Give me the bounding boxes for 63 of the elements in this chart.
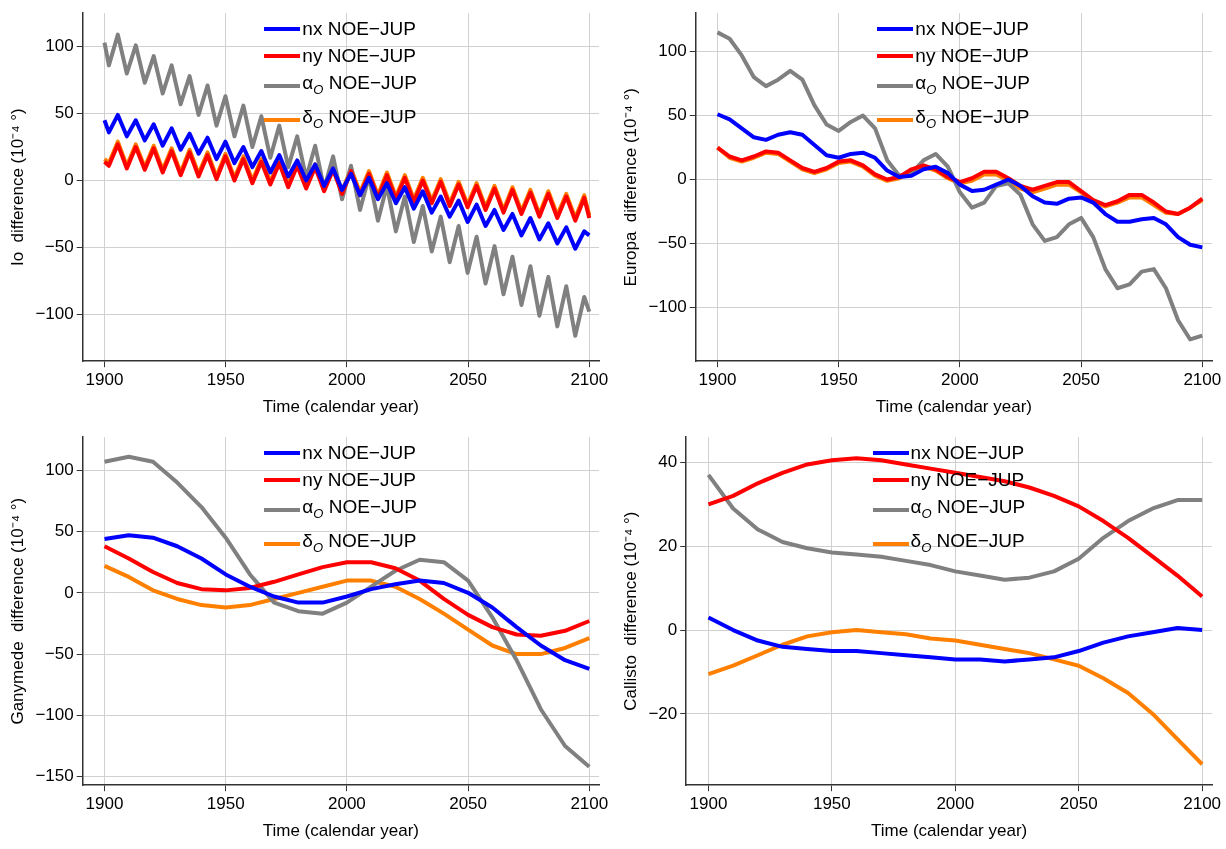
x-tick-label: 2100 bbox=[1183, 370, 1222, 390]
x-tick-label: 2100 bbox=[570, 370, 609, 390]
y-tick-label: 50 bbox=[54, 103, 74, 123]
y-axis-title: Ganymede difference (10⁻⁴ °) bbox=[7, 497, 27, 725]
y-tick-label: −50 bbox=[44, 237, 74, 257]
legend-label: α$_{O}$ NOE−JUP bbox=[302, 71, 417, 99]
legend-label: nx NOE−JUP bbox=[302, 441, 416, 466]
y-tick-label: −20 bbox=[648, 703, 678, 723]
legend-label: α$_{O}$ NOE−JUP bbox=[915, 71, 1030, 99]
legend-label: nx NOE−JUP bbox=[915, 17, 1029, 42]
x-axis-title: Time (calendar year) bbox=[262, 397, 419, 417]
y-tick-label: 0 bbox=[677, 169, 687, 189]
x-tick-label: 1900 bbox=[698, 370, 737, 390]
legend-label: α$_{O}$ NOE−JUP bbox=[910, 495, 1026, 523]
y-tick-label: 100 bbox=[658, 41, 687, 61]
y-tick-label: −50 bbox=[44, 643, 74, 663]
legend-label: δ$_{O}$ NOE−JUP bbox=[302, 529, 417, 557]
y-tick-label: 0 bbox=[64, 582, 74, 602]
y-axis-title: Callisto difference (10⁻⁴ °) bbox=[620, 511, 640, 711]
x-tick-label: 1900 bbox=[689, 794, 728, 814]
x-tick-label: 2050 bbox=[1062, 370, 1101, 390]
x-tick-label: 2000 bbox=[327, 370, 366, 390]
legend-label: δ$_{O}$ NOE−JUP bbox=[915, 105, 1030, 133]
y-tick-label: 0 bbox=[64, 170, 74, 190]
x-axis-title: Time (calendar year) bbox=[871, 821, 1028, 841]
x-tick-label: 1950 bbox=[206, 794, 245, 814]
x-tick-label: 1950 bbox=[819, 370, 858, 390]
x-tick-label: 2050 bbox=[449, 370, 488, 390]
x-axis-title: Time (calendar year) bbox=[875, 397, 1032, 417]
x-tick-label: 2050 bbox=[1059, 794, 1098, 814]
x-tick-label: 1950 bbox=[812, 794, 851, 814]
y-tick-label: 0 bbox=[667, 619, 678, 639]
y-tick-label: 100 bbox=[45, 459, 74, 479]
x-tick-label: 2050 bbox=[449, 794, 488, 814]
legend-label: δ$_{O}$ NOE−JUP bbox=[302, 105, 417, 133]
y-tick-label: −150 bbox=[35, 766, 74, 786]
legend-label: nx NOE−JUP bbox=[910, 441, 1025, 466]
y-tick-label: −100 bbox=[35, 304, 74, 324]
y-tick-label: 50 bbox=[54, 521, 74, 541]
y-tick-label: −100 bbox=[648, 297, 687, 317]
legend-label: ny NOE−JUP bbox=[302, 468, 416, 493]
x-tick-label: 2100 bbox=[570, 794, 609, 814]
y-tick-label: −50 bbox=[657, 233, 687, 253]
y-tick-label: 50 bbox=[667, 105, 687, 125]
x-tick-label: 1950 bbox=[206, 370, 245, 390]
x-axis-title: Time (calendar year) bbox=[262, 821, 419, 841]
y-axis-title: Europa difference (10⁻⁴ °) bbox=[620, 88, 640, 287]
legend-label: α$_{O}$ NOE−JUP bbox=[302, 495, 417, 523]
x-tick-label: 2000 bbox=[936, 794, 975, 814]
legend-label: ny NOE−JUP bbox=[302, 44, 416, 69]
y-tick-label: 20 bbox=[658, 535, 678, 555]
y-axis-title: Io difference (10⁻⁴ °) bbox=[7, 108, 27, 267]
x-tick-label: 2000 bbox=[327, 794, 366, 814]
x-tick-label: 1900 bbox=[85, 794, 124, 814]
legend-label: δ$_{O}$ NOE−JUP bbox=[910, 529, 1025, 557]
legend-label: nx NOE−JUP bbox=[302, 17, 416, 42]
y-tick-label: −100 bbox=[35, 705, 74, 725]
legend-label: ny NOE−JUP bbox=[915, 44, 1029, 69]
x-tick-label: 2100 bbox=[1183, 794, 1222, 814]
x-tick-label: 2000 bbox=[940, 370, 979, 390]
x-tick-label: 1900 bbox=[85, 370, 124, 390]
y-tick-label: 100 bbox=[45, 36, 74, 56]
y-tick-label: 40 bbox=[658, 452, 678, 472]
